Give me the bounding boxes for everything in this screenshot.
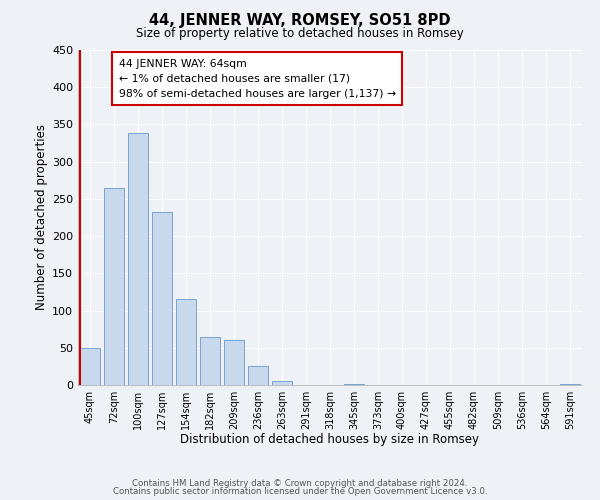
- Bar: [200, 336, 220, 385]
- Bar: [176, 300, 196, 385]
- Bar: [104, 188, 124, 385]
- Y-axis label: Number of detached properties: Number of detached properties: [35, 124, 48, 310]
- Bar: [224, 340, 244, 385]
- Bar: [560, 384, 580, 385]
- Text: Contains public sector information licensed under the Open Government Licence v3: Contains public sector information licen…: [113, 487, 487, 496]
- Text: 44 JENNER WAY: 64sqm
← 1% of detached houses are smaller (17)
98% of semi-detach: 44 JENNER WAY: 64sqm ← 1% of detached ho…: [119, 59, 396, 98]
- X-axis label: Distribution of detached houses by size in Romsey: Distribution of detached houses by size …: [181, 434, 479, 446]
- Bar: [80, 348, 100, 385]
- Text: Size of property relative to detached houses in Romsey: Size of property relative to detached ho…: [136, 28, 464, 40]
- Bar: [272, 380, 292, 385]
- Bar: [344, 384, 364, 385]
- Bar: [128, 134, 148, 385]
- Text: Contains HM Land Registry data © Crown copyright and database right 2024.: Contains HM Land Registry data © Crown c…: [132, 478, 468, 488]
- Bar: [152, 212, 172, 385]
- Text: 44, JENNER WAY, ROMSEY, SO51 8PD: 44, JENNER WAY, ROMSEY, SO51 8PD: [149, 12, 451, 28]
- Bar: [248, 366, 268, 385]
